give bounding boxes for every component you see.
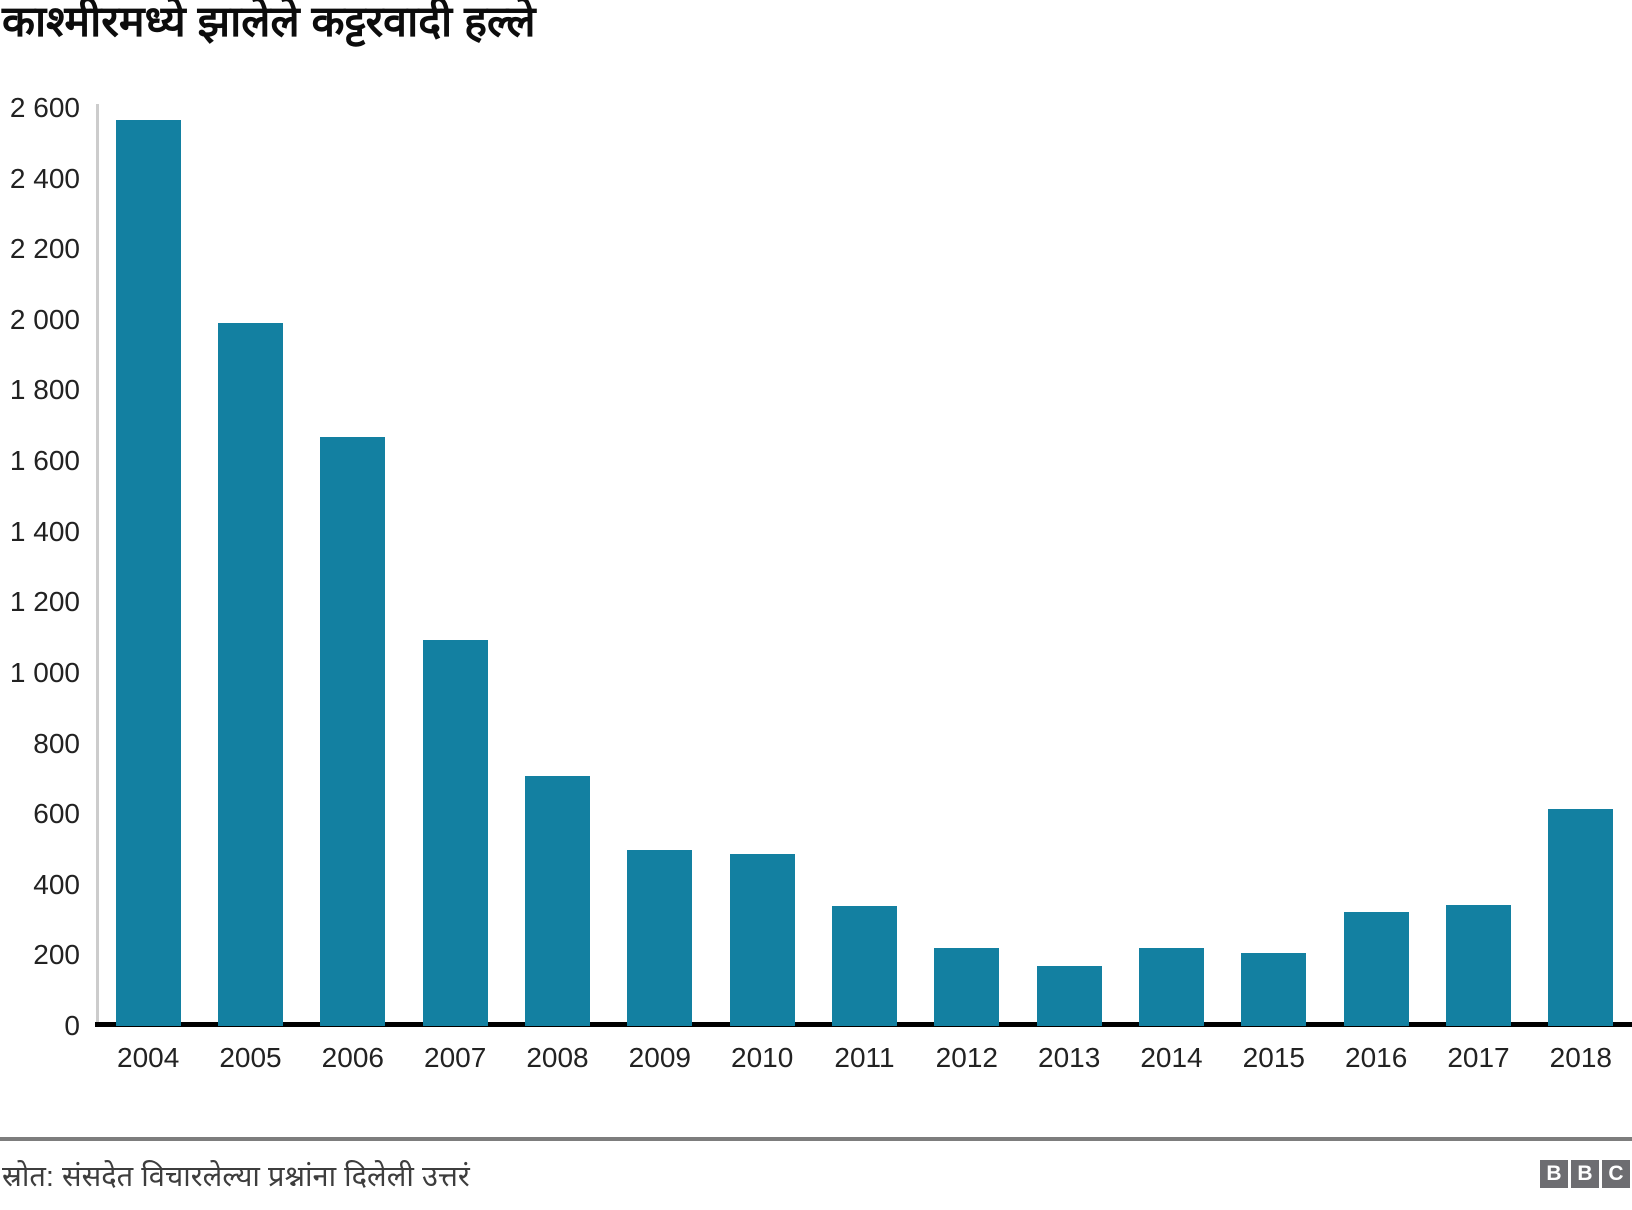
bar-2008 <box>525 776 590 1026</box>
x-tick-label-2008: 2008 <box>526 1042 589 1073</box>
y-tick-label-2600: 2 600 <box>9 92 80 123</box>
bar-2017 <box>1446 905 1511 1026</box>
y-tick-label-800: 800 <box>33 727 80 759</box>
x-tick-label-2005: 2005 <box>219 1042 282 1073</box>
x-tick-label-2017: 2017 <box>1447 1042 1510 1073</box>
bar-2013 <box>1036 965 1102 1026</box>
bbc-logo-letter-3: C <box>1602 1160 1630 1188</box>
y-tick-label-600: 600 <box>33 798 80 830</box>
x-tick-label-2018: 2018 <box>1549 1042 1612 1073</box>
y-tick-label-1800: 1 800 <box>9 374 80 406</box>
y-tick-label-200: 200 <box>33 939 80 971</box>
bar-2015 <box>1241 952 1307 1026</box>
bar-2005 <box>218 323 283 1026</box>
y-axis-line <box>96 104 99 1026</box>
x-tick-label-2010: 2010 <box>731 1042 794 1073</box>
x-tick-label-2004: 2004 <box>117 1042 180 1073</box>
bar-2018 <box>1548 809 1614 1026</box>
x-tick-label-2006: 2006 <box>321 1042 384 1073</box>
x-tick-label-2007: 2007 <box>424 1042 487 1073</box>
y-tick-label-2000: 2 000 <box>9 303 80 335</box>
bar-2004 <box>115 120 181 1026</box>
x-tick-label-2011: 2011 <box>834 1042 895 1073</box>
x-tick-label-2009: 2009 <box>628 1042 691 1073</box>
x-tick-label-2014: 2014 <box>1140 1042 1203 1073</box>
bbc-logo-letter-2: B <box>1571 1160 1599 1188</box>
y-tick-label-0: 0 <box>64 1010 80 1041</box>
bar-2009 <box>627 849 693 1026</box>
y-tick-label-2400: 2 400 <box>9 162 80 194</box>
footer-divider <box>0 1137 1632 1141</box>
y-tick-label-2200: 2 200 <box>9 233 80 265</box>
bar-2006 <box>320 437 386 1026</box>
y-tick-label-1400: 1 400 <box>9 515 80 547</box>
source-text: स्रोत: संसदेत विचारलेल्या प्रश्नांना दिल… <box>2 1161 470 1193</box>
chart-title: काश्मीरमध्ये झालेले कट्टरवादी हल्ले <box>2 0 536 46</box>
y-tick-label-400: 400 <box>33 868 80 900</box>
bar-2011 <box>832 905 897 1026</box>
bar-2016 <box>1343 912 1409 1026</box>
x-tick-label-2013: 2013 <box>1038 1042 1101 1073</box>
x-tick-label-2016: 2016 <box>1345 1042 1408 1073</box>
y-tick-label-1200: 1 200 <box>9 586 80 618</box>
bar-2014 <box>1139 947 1204 1026</box>
bar-2010 <box>729 853 795 1026</box>
bar-2007 <box>422 640 488 1026</box>
x-tick-label-2015: 2015 <box>1242 1042 1305 1073</box>
bbc-logo-letter-1: B <box>1540 1160 1568 1188</box>
y-tick-label-1000: 1 000 <box>9 656 80 688</box>
bbc-logo: B B C <box>1540 1160 1630 1188</box>
x-tick-label-2012: 2012 <box>935 1042 998 1073</box>
bar-2012 <box>934 948 1000 1026</box>
y-tick-label-1600: 1 600 <box>9 445 80 477</box>
